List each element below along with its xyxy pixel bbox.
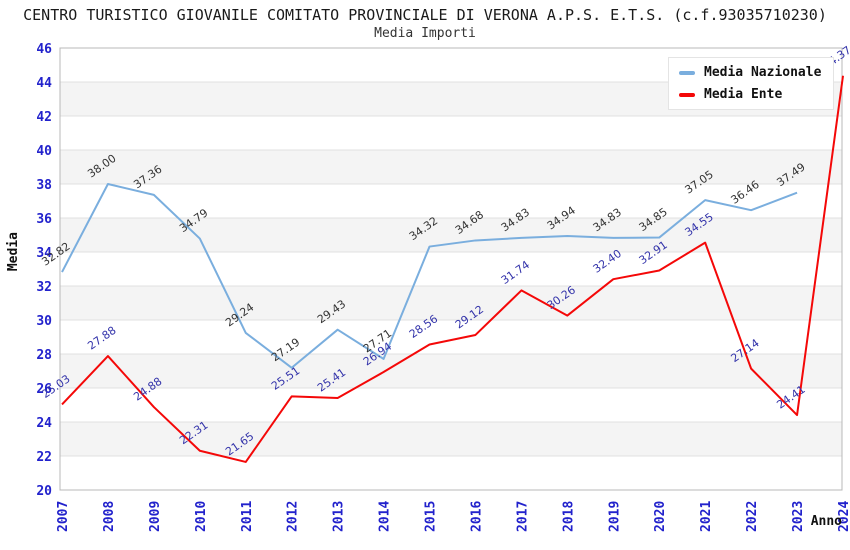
legend-line-swatch-red-icon (679, 92, 695, 97)
plot-band (60, 286, 842, 320)
y-tick-label: 32 (36, 280, 52, 295)
x-tick-label: 2007 (56, 501, 71, 532)
x-tick-label: 2012 (286, 501, 301, 532)
x-tick-label: 2010 (194, 501, 209, 532)
x-tick-label: 2020 (653, 501, 668, 532)
plot-band (60, 218, 842, 252)
y-tick-label: 36 (36, 212, 52, 227)
y-tick-label: 28 (36, 348, 52, 363)
legend-item-media-ente: Media Ente (679, 87, 821, 102)
x-axis-title: Anno (810, 514, 842, 529)
legend: Media Nazionale Media Ente (668, 57, 835, 110)
y-tick-label: 22 (36, 450, 52, 465)
plot-band (60, 150, 842, 184)
plot-band (60, 388, 842, 422)
y-tick-label: 30 (36, 314, 52, 329)
y-axis-title: Media (6, 232, 21, 272)
x-tick-label: 2014 (378, 501, 393, 532)
plot-band (60, 184, 842, 218)
x-tick-label: 2016 (469, 501, 484, 532)
legend-item-media-nazionale: Media Nazionale (679, 65, 821, 80)
legend-label: Media Nazionale (704, 65, 822, 80)
y-tick-label: 42 (36, 110, 52, 125)
y-tick-label: 20 (36, 484, 52, 499)
x-tick-label: 2021 (699, 501, 714, 532)
plot-border (59, 47, 843, 491)
legend-line-swatch-blue-icon (679, 70, 695, 75)
x-tick-label: 2018 (561, 501, 576, 532)
x-tick-label: 2017 (515, 501, 530, 532)
plot-band (60, 354, 842, 388)
x-tick-label: 2024 (837, 501, 850, 532)
x-tick-label: 2015 (424, 501, 439, 532)
chart-subtitle: Media Importi (374, 26, 476, 41)
plot-band (60, 252, 842, 286)
plot-band (60, 116, 842, 150)
y-tick-label: 34 (36, 246, 52, 261)
x-tick-label: 2023 (791, 501, 806, 532)
y-tick-label: 40 (36, 144, 52, 159)
x-tick-label: 2022 (745, 501, 760, 532)
chart-title: CENTRO TURISTICO GIOVANILE COMITATO PROV… (23, 6, 827, 24)
plot-band (60, 456, 842, 490)
plot-band (60, 320, 842, 354)
x-tick-label: 2011 (240, 501, 255, 532)
plot-band (60, 422, 842, 456)
series-line (61, 183, 798, 369)
y-tick-label: 38 (36, 178, 52, 193)
x-tick-label: 2013 (332, 501, 347, 532)
y-tick-label: 44 (36, 76, 52, 91)
y-tick-label: 46 (36, 42, 52, 57)
legend-label: Media Ente (704, 87, 783, 102)
x-tick-label: 2008 (102, 501, 117, 532)
y-tick-label: 26 (36, 382, 52, 397)
x-tick-label: 2019 (607, 501, 622, 532)
series-line (61, 75, 844, 463)
y-tick-label: 24 (36, 416, 52, 431)
x-tick-label: 2009 (148, 501, 163, 532)
